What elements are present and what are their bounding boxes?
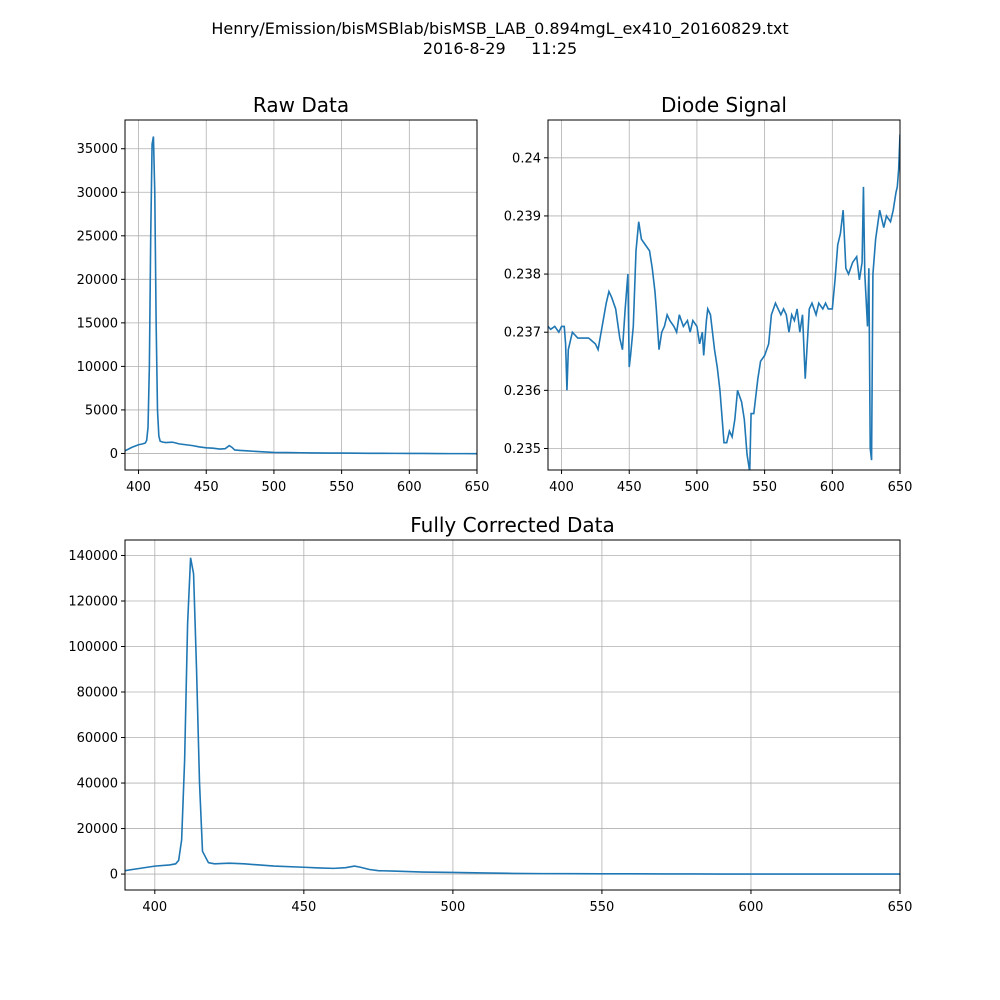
x-tick-label: 600 <box>397 480 422 495</box>
y-tick-label: 140000 <box>68 549 118 564</box>
x-tick-label: 400 <box>549 480 574 495</box>
x-tick-label: 600 <box>820 480 845 495</box>
y-tick-label: 35000 <box>77 142 118 157</box>
y-tick-label: 60000 <box>77 731 118 746</box>
y-tick-label: 25000 <box>77 229 118 244</box>
x-tick-label: 550 <box>590 900 615 915</box>
x-tick-label: 500 <box>440 900 465 915</box>
axes-frame <box>124 119 478 471</box>
subplot-3: 400 450 500 550 600 650 0 20000 40000 60000 80000 1… <box>68 513 912 915</box>
y-tick-label: 30000 <box>77 186 118 201</box>
x-tick-label: 650 <box>888 900 913 915</box>
y-tick-label: 5000 <box>85 403 118 418</box>
x-tick-label: 500 <box>262 480 287 495</box>
subplot-title: Diode Signal <box>661 93 787 117</box>
y-tick-label: 15000 <box>77 316 118 331</box>
series-line-1 <box>125 136 477 455</box>
y-tick-label: 20000 <box>77 822 118 837</box>
figure-title-line1: Henry/Emission/bisMSBlab/bisMSB_LAB_0.89… <box>211 19 789 38</box>
subplot-1: 400 450 500 550 600 650 0 5000 10000 15000 20000 25… <box>77 93 490 495</box>
axes-frame <box>547 119 901 471</box>
x-tick-label: 450 <box>291 900 316 915</box>
y-tick-label: 0.24 <box>512 151 541 166</box>
subplot-2: 400 450 500 550 600 650 0.235 0.236 0.237 0.238 0.… <box>504 93 913 495</box>
x-tick-label: 400 <box>126 480 151 495</box>
y-tick-label: 0.238 <box>504 268 541 283</box>
figure-title-line2: 2016-8-29 11:25 <box>422 39 578 58</box>
x-tick-label: 600 <box>739 900 764 915</box>
y-tick-label: 120000 <box>68 594 118 609</box>
y-tick-label: 0.236 <box>504 384 541 399</box>
series-line-1 <box>548 134 900 470</box>
x-tick-label: 400 <box>142 900 167 915</box>
x-tick-label: 550 <box>752 480 777 495</box>
y-tick-label: 0.235 <box>504 442 541 457</box>
x-tick-label: 650 <box>888 480 913 495</box>
y-tick-label: 10000 <box>77 360 118 375</box>
y-tick-label: 40000 <box>77 777 118 792</box>
x-tick-label: 650 <box>465 480 490 495</box>
x-tick-label: 450 <box>617 480 642 495</box>
y-tick-label: 0.239 <box>504 209 541 224</box>
subplot-title: Raw Data <box>253 93 349 117</box>
x-tick-label: 450 <box>194 480 219 495</box>
y-tick-label: 0 <box>110 868 118 883</box>
series-line-1 <box>125 557 900 875</box>
x-tick-label: 550 <box>329 480 354 495</box>
y-tick-label: 100000 <box>68 640 118 655</box>
y-tick-label: 0 <box>110 447 118 462</box>
y-tick-label: 20000 <box>77 273 118 288</box>
y-tick-label: 0.237 <box>504 326 541 341</box>
x-tick-label: 500 <box>685 480 710 495</box>
y-tick-label: 80000 <box>77 686 118 701</box>
axes-frame <box>124 539 901 891</box>
subplot-title: Fully Corrected Data <box>410 513 615 537</box>
